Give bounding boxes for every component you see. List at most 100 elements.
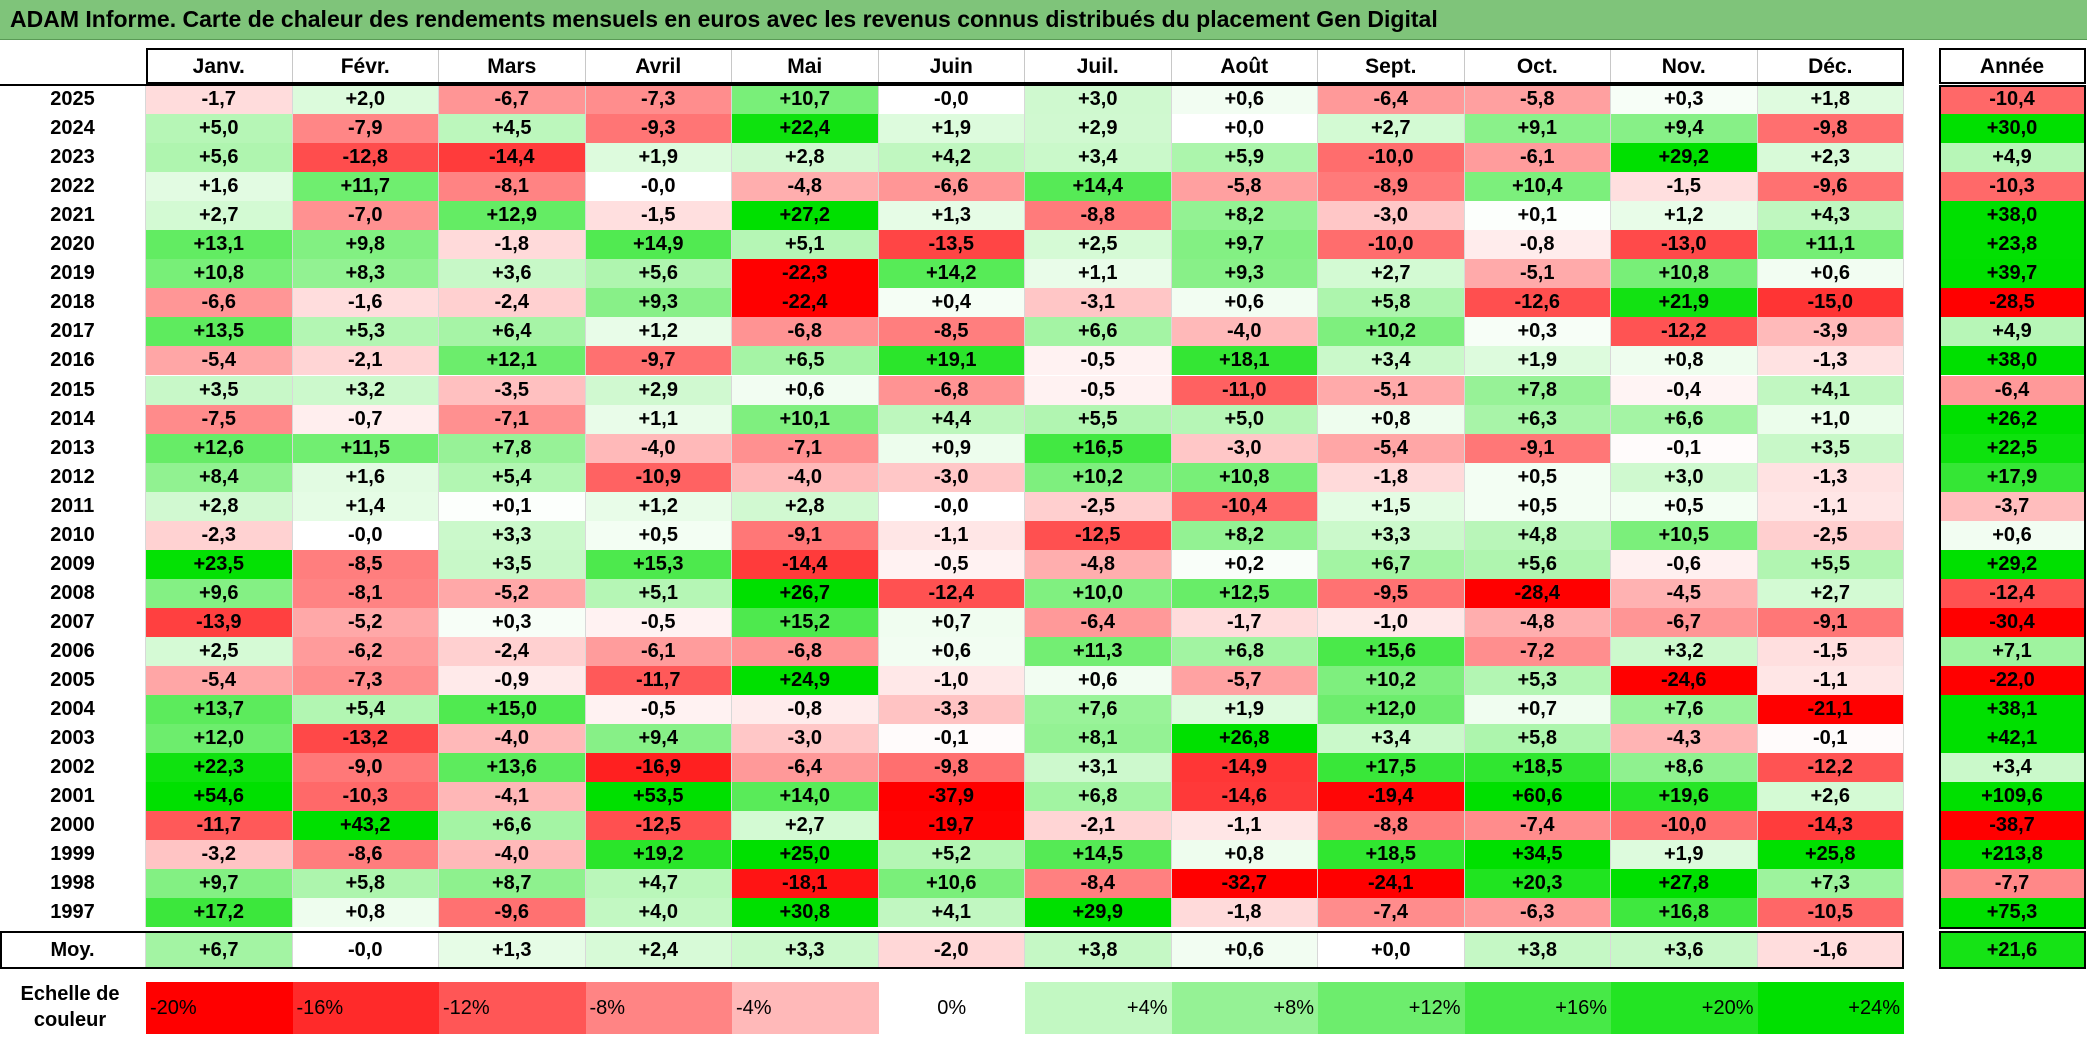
heatmap-cell: +2,8	[732, 491, 879, 521]
annual-cell: +3,4	[1939, 753, 2086, 783]
row-label-2004: 2004	[0, 695, 146, 725]
heatmap-cell: -9,0	[292, 753, 439, 783]
heatmap-cell: -14,6	[1171, 782, 1318, 812]
heatmap-cell: +15,2	[732, 607, 879, 637]
annual-cell: +38,0	[1939, 346, 2086, 376]
heatmap-cell: +10,1	[732, 404, 879, 434]
heatmap-cell: +10,0	[1025, 578, 1172, 608]
heatmap-cell: -2,5	[1757, 520, 1904, 550]
heatmap-cell: +15,6	[1318, 636, 1465, 666]
heatmap-cell: -8,1	[439, 172, 586, 202]
heatmap-cell: +1,9	[1611, 840, 1758, 870]
heatmap-cell: +8,1	[1025, 724, 1172, 754]
heatmap-cell: +1,6	[146, 172, 293, 202]
heatmap-cell: +3,2	[292, 375, 439, 405]
heatmap-cell: -21,1	[1757, 695, 1904, 725]
heatmap-cell: -1,1	[878, 520, 1025, 550]
legend-step: +20%	[1611, 982, 1758, 1034]
heatmap-cell: -5,1	[1318, 375, 1465, 405]
heatmap-cell: +19,2	[585, 840, 732, 870]
heatmap-cell: -1,6	[292, 288, 439, 318]
column-header-mai: Mai	[732, 50, 879, 84]
heatmap-cell: +4,0	[585, 898, 732, 928]
heatmap-cell: -0,4	[1611, 375, 1758, 405]
heatmap-cell: +8,6	[1611, 753, 1758, 783]
annual-cell: +4,9	[1939, 143, 2086, 173]
heatmap-cell: +3,5	[439, 549, 586, 579]
heatmap-cell: +2,7	[146, 201, 293, 231]
heatmap-cell: +34,5	[1464, 840, 1611, 870]
heatmap-cell: +0,6	[1757, 259, 1904, 289]
heatmap-cell: -0,0	[878, 85, 1025, 115]
row-label-2002: 2002	[0, 753, 146, 783]
heatmap-cell: -0,1	[878, 724, 1025, 754]
heatmap-cell: +5,3	[1464, 666, 1611, 696]
heatmap-cell: -0,0	[585, 172, 732, 202]
heatmap-cell: -4,5	[1611, 578, 1758, 608]
heatmap-cell: +24,9	[732, 666, 879, 696]
heatmap-cell: +10,8	[1171, 462, 1318, 492]
heatmap-cell: -6,7	[439, 85, 586, 115]
row-label-2018: 2018	[0, 288, 146, 318]
column-header-aout: Août	[1171, 50, 1318, 84]
heatmap-cell: -9,8	[878, 753, 1025, 783]
heatmap-cell: +0,5	[585, 520, 732, 550]
heatmap-cell: -2,5	[1025, 491, 1172, 521]
row-label-2007: 2007	[0, 607, 146, 637]
heatmap-cell: +6,6	[1611, 404, 1758, 434]
heatmap-cell: +1,2	[585, 491, 732, 521]
heatmap-cell: -7,4	[1318, 898, 1465, 928]
heatmap-cell: +9,4	[585, 724, 732, 754]
average-cell: +3,3	[732, 933, 879, 968]
heatmap-cell: -1,5	[1757, 636, 1904, 666]
heatmap-cell: -12,8	[292, 143, 439, 173]
legend-step: +8%	[1171, 982, 1318, 1034]
heatmap-cell: +12,6	[146, 433, 293, 463]
heatmap-cell: +12,5	[1171, 578, 1318, 608]
legend-step: +12%	[1318, 982, 1465, 1034]
annual-cell: +38,1	[1939, 695, 2086, 725]
heatmap-cell: -10,0	[1318, 143, 1465, 173]
average-cell: +3,8	[1464, 933, 1611, 968]
row-label-2020: 2020	[0, 230, 146, 260]
heatmap-cell: -0,0	[878, 491, 1025, 521]
heatmap-cell: +2,9	[1025, 114, 1172, 144]
heatmap-cell: -7,2	[1464, 636, 1611, 666]
heatmap-cell: +3,4	[1318, 724, 1465, 754]
heatmap-cell: +10,8	[1611, 259, 1758, 289]
heatmap-cell: +0,6	[1171, 85, 1318, 115]
column-header-dec: Déc.	[1757, 50, 1904, 84]
heatmap-cell: -0,8	[732, 695, 879, 725]
heatmap-cell: +1,0	[1757, 404, 1904, 434]
row-label-2021: 2021	[0, 201, 146, 231]
heatmap-cell: -8,8	[1318, 811, 1465, 841]
heatmap-cell: -13,5	[878, 230, 1025, 260]
heatmap-cell: +6,5	[732, 346, 879, 376]
heatmap-cell: +6,6	[1025, 317, 1172, 347]
annual-cell: +26,2	[1939, 404, 2086, 434]
heatmap-cell: -9,7	[585, 346, 732, 376]
heatmap-cell: -1,0	[878, 666, 1025, 696]
heatmap-cell: -5,2	[439, 578, 586, 608]
heatmap-cell: -5,8	[1171, 172, 1318, 202]
heatmap-cell: +9,3	[585, 288, 732, 318]
heatmap-cell: +11,3	[1025, 636, 1172, 666]
average-cell: +0,6	[1171, 933, 1318, 968]
heatmap-cell: +5,8	[292, 869, 439, 899]
heatmap-cell: +5,0	[146, 114, 293, 144]
heatmap-cell: -9,1	[1464, 433, 1611, 463]
heatmap-cell: -1,8	[1171, 898, 1318, 928]
heatmap-cell: -12,6	[1464, 288, 1611, 318]
heatmap-cell: +53,5	[585, 782, 732, 812]
heatmap-cell: -22,4	[732, 288, 879, 318]
heatmap-cell: -7,3	[292, 666, 439, 696]
heatmap-cell: +0,5	[1611, 491, 1758, 521]
heatmap-cell: -11,0	[1171, 375, 1318, 405]
heatmap-cell: +5,4	[292, 695, 439, 725]
legend-step: +24%	[1757, 982, 1904, 1034]
heatmap-cell: +0,2	[1171, 549, 1318, 579]
row-label-2011: 2011	[0, 491, 146, 521]
heatmap-cell: -6,6	[146, 288, 293, 318]
heatmap-cell: +11,7	[292, 172, 439, 202]
heatmap-cell: +8,3	[292, 259, 439, 289]
